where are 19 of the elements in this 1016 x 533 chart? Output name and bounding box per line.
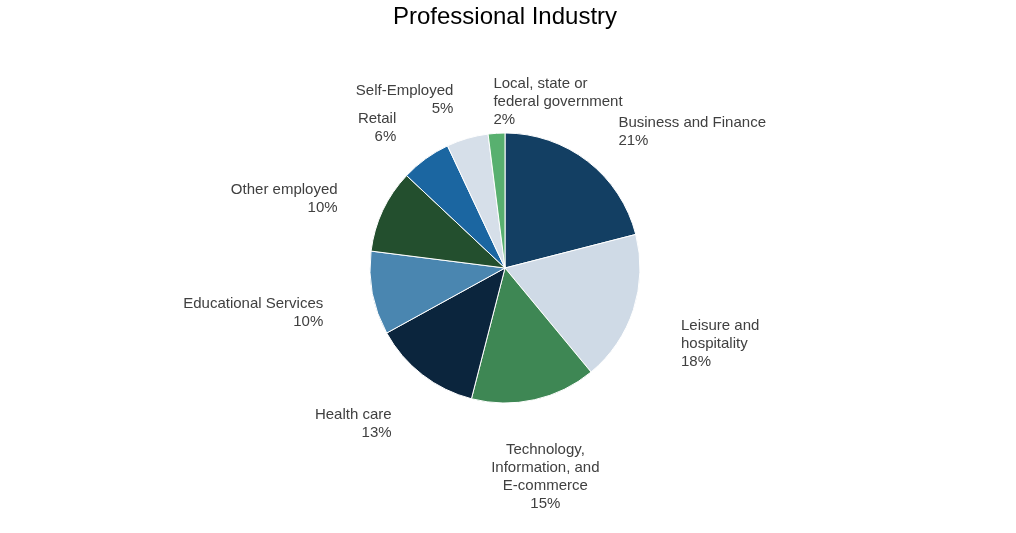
data-label: 13%: [361, 423, 392, 441]
slice-label: Self-Employed: [355, 81, 454, 99]
data-label: 15%: [530, 493, 561, 511]
data-label: 6%: [374, 127, 397, 145]
slice-label: Business and Finance: [618, 112, 766, 130]
data-label: 21%: [618, 130, 649, 148]
data-label: 10%: [307, 198, 338, 216]
chart-title: Professional Industry: [392, 2, 618, 29]
slice-label: Retail: [357, 109, 397, 127]
slice-label: Local, state or federal government: [493, 74, 624, 110]
data-label: 18%: [680, 352, 711, 370]
slice-label: Leisure and hospitality: [680, 316, 760, 352]
data-label: 2%: [493, 110, 516, 128]
slice-label: Health care: [314, 405, 392, 423]
slice-label: Technology, Information, and E-commerce: [491, 439, 600, 493]
data-label: 10%: [293, 311, 324, 329]
slice-label: Educational Services: [183, 293, 324, 311]
data-label: 5%: [431, 99, 454, 117]
slice-label: Other employed: [230, 180, 338, 198]
